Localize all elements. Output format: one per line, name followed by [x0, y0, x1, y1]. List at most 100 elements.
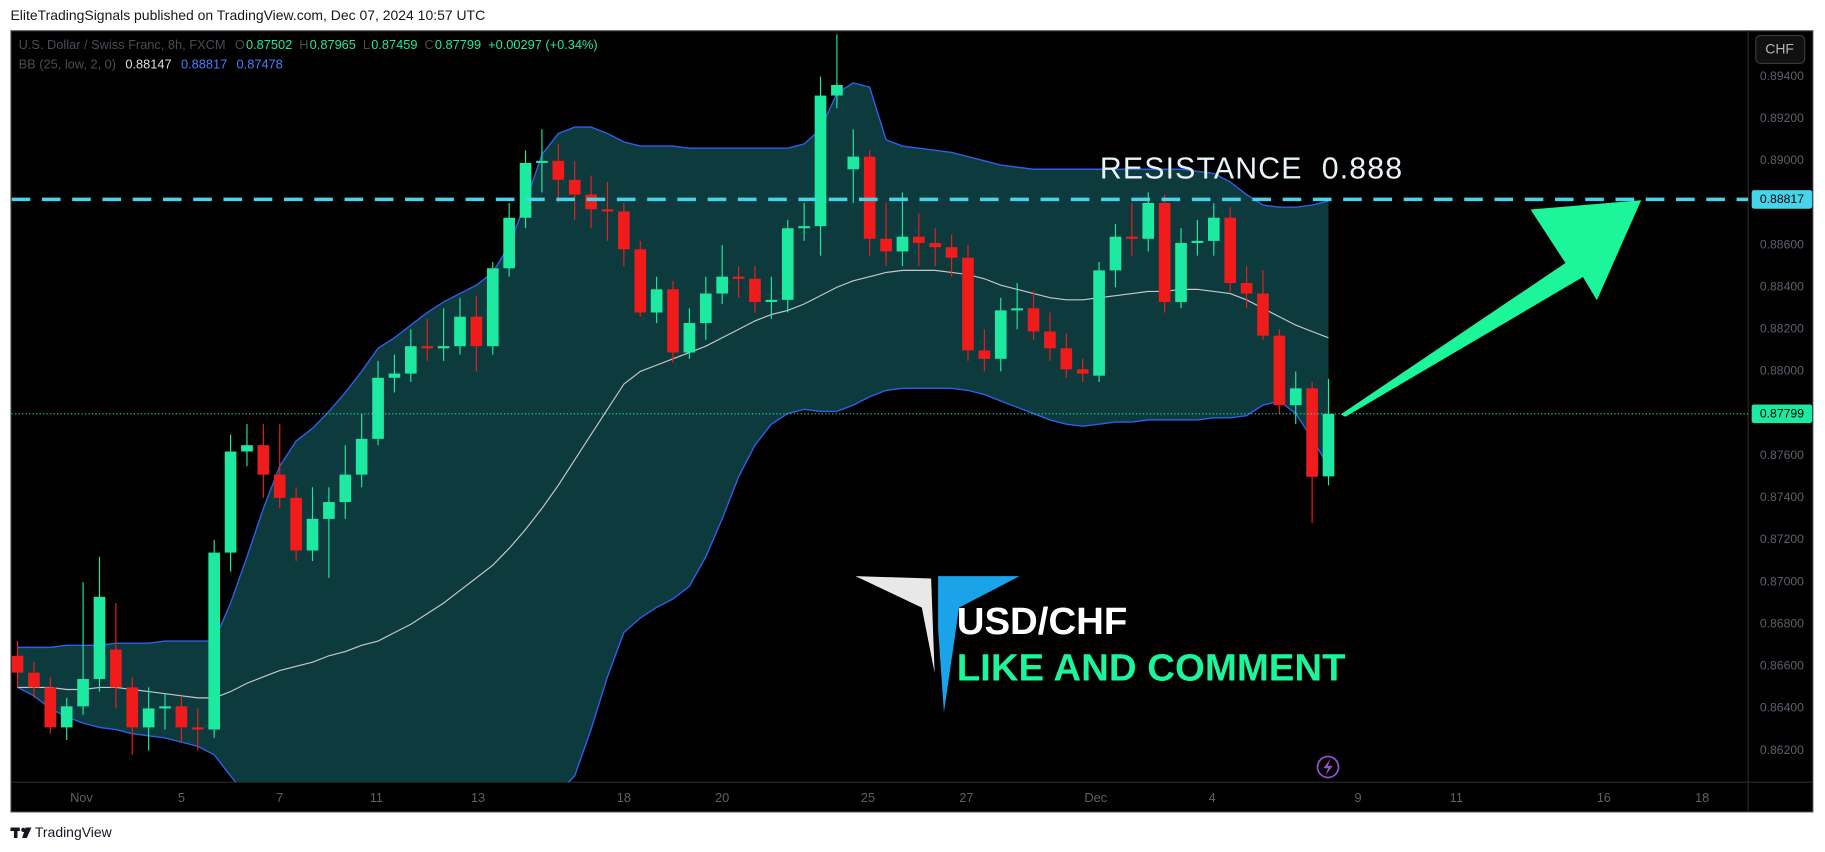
legend-value: 0.87799	[435, 37, 481, 52]
x-tick-label: 16	[1597, 790, 1611, 805]
candle-body	[28, 672, 40, 688]
arrow-annotation	[1340, 200, 1642, 417]
footer-brand: TradingView	[35, 824, 113, 840]
candle-body	[405, 346, 417, 374]
y-tick-label: 0.88400	[1760, 279, 1804, 293]
currency-button[interactable]	[1755, 34, 1806, 65]
candle-body	[699, 293, 712, 324]
legend-change: +0.00297 (+0.34%)	[488, 37, 598, 52]
candle-body	[716, 276, 729, 294]
candle-body	[552, 160, 565, 180]
candle-body	[1076, 369, 1089, 374]
legend-value: 0.87502	[246, 37, 292, 52]
candle-body	[683, 323, 696, 353]
price-tag-label: 0.88817	[1760, 192, 1804, 206]
candle-body	[1240, 283, 1253, 294]
band-upper	[17, 82, 1329, 649]
y-tick-label: 0.87400	[1760, 490, 1804, 504]
candle-body	[110, 649, 122, 688]
y-tick-label: 0.86200	[1760, 743, 1804, 757]
candle-body	[159, 706, 171, 709]
candle-body	[519, 162, 532, 218]
candle-body	[241, 445, 253, 452]
candle-body	[781, 228, 794, 300]
candle-body	[962, 257, 974, 351]
candle-body	[749, 278, 761, 302]
x-tick-label: 11	[1450, 790, 1463, 805]
candle-body	[93, 596, 106, 679]
y-tick-label: 0.89000	[1760, 153, 1804, 167]
candle-body	[978, 350, 991, 359]
y-tick-label: 0.88200	[1760, 322, 1804, 336]
legend-key: H	[299, 37, 308, 52]
candle-body	[11, 655, 24, 673]
logo-stem	[13, 827, 18, 839]
candle-body	[44, 687, 57, 728]
alert-icon[interactable]	[1316, 755, 1340, 779]
x-tick-label: 11	[370, 790, 383, 805]
currency-label: CHF	[1765, 41, 1794, 57]
legend-value: 0.87965	[310, 37, 356, 52]
candle-body	[1306, 388, 1318, 477]
line-label: RESISTANCE 0.888	[1100, 152, 1403, 185]
logo-subtitle: LIKE AND COMMENT	[957, 647, 1346, 690]
x-tick-label: 9	[1354, 790, 1361, 805]
candle-body	[1207, 217, 1220, 241]
candle-body	[323, 502, 335, 519]
x-tick-label: 18	[1695, 790, 1709, 805]
candle-body	[454, 316, 466, 347]
candle-body	[437, 346, 450, 349]
y-tick-label: 0.87000	[1760, 574, 1804, 588]
logo-blue	[938, 576, 1020, 713]
candle-body	[1224, 217, 1237, 284]
x-tick-label: 20	[715, 790, 729, 805]
candle-body	[667, 289, 679, 353]
candle-body	[290, 497, 302, 551]
candle-body	[896, 236, 909, 252]
y-tick-label: 0.88000	[1760, 364, 1804, 378]
candle-body	[601, 209, 614, 212]
logo-title: USD/CHF	[957, 600, 1128, 643]
x-tick-label: Nov	[70, 790, 93, 805]
candle-body	[765, 299, 778, 302]
candle-body	[618, 211, 630, 250]
x-tick-label: 25	[861, 790, 875, 805]
candle-body	[388, 373, 401, 378]
candle-body	[175, 706, 188, 728]
candle-body	[1044, 331, 1056, 349]
candle-body	[994, 310, 1007, 359]
alert-bolt	[1323, 758, 1333, 776]
legend-indicator-value: 0.88817	[181, 57, 227, 72]
logo-dot	[21, 827, 26, 832]
candle-body	[847, 156, 860, 170]
legend-indicator-value: 0.88147	[125, 57, 171, 72]
candle-body	[224, 451, 237, 553]
candle-body	[339, 474, 352, 503]
y-tick-label: 0.87200	[1760, 532, 1804, 546]
x-tick-label: Dec	[1084, 790, 1107, 805]
candle-body	[1142, 202, 1155, 239]
band-lower	[17, 387, 1330, 783]
candle-body	[1273, 335, 1286, 406]
candle-body	[1257, 293, 1269, 336]
candle-body	[306, 518, 319, 551]
candle-body	[1175, 242, 1187, 302]
y-tick-label: 0.86600	[1760, 659, 1804, 673]
price-tag	[1751, 404, 1813, 424]
candle-body	[814, 95, 827, 227]
legend-key: O	[235, 37, 245, 52]
candle-body	[1289, 388, 1302, 406]
y-tick-label: 0.89200	[1760, 111, 1804, 125]
legend-indicator: BB (25, low, 2, 0)	[19, 57, 116, 72]
band-fill	[17, 82, 1329, 783]
logo-slash	[22, 827, 32, 839]
plot-area	[11, 34, 1749, 783]
candle-body	[1158, 202, 1171, 302]
candle-body	[421, 346, 434, 349]
candle-body	[929, 242, 942, 248]
candle-body	[372, 377, 384, 439]
publish-header: EliteTradingSignals published on Trading…	[10, 7, 485, 23]
candle-body	[634, 249, 647, 313]
